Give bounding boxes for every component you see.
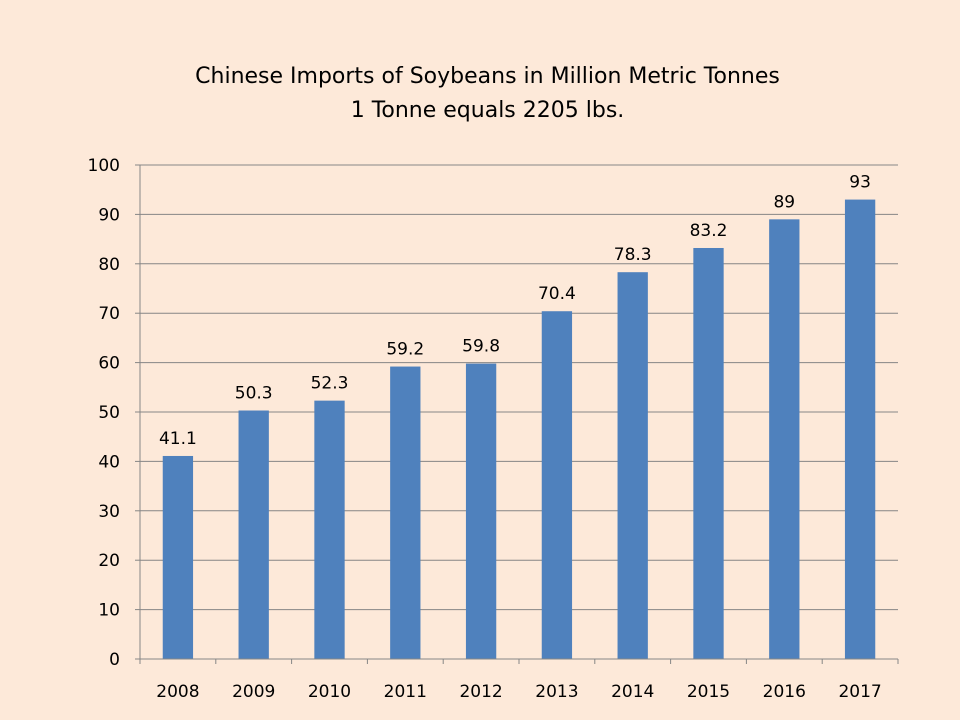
- value-label-2011: 59.2: [386, 340, 424, 360]
- bar-2012: [465, 363, 497, 659]
- x-tick-label-2009: 2009: [232, 682, 275, 702]
- bar-2008: [162, 455, 194, 659]
- y-tick-labels: 0 10 20 30 40 50 60 70 80 90 100: [88, 156, 120, 670]
- value-label-2013: 70.4: [538, 284, 576, 304]
- y-tick-label: 0: [109, 650, 120, 670]
- value-label-2017: 93: [849, 173, 871, 193]
- value-label-2014: 78.3: [614, 245, 652, 265]
- value-label-2010: 52.3: [311, 374, 349, 394]
- value-label-2009: 50.3: [235, 384, 273, 404]
- y-tick-label: 20: [98, 551, 120, 571]
- y-tick-label: 40: [98, 452, 120, 472]
- x-tick-label-2010: 2010: [308, 682, 351, 702]
- chart-subtitle: 1 Tonne equals 2205 lbs.: [350, 98, 625, 123]
- x-tick-label-2015: 2015: [687, 682, 730, 702]
- chart-title: Chinese Imports of Soybeans in Million M…: [195, 64, 780, 89]
- bar-2017: [844, 199, 876, 659]
- bar-2016: [769, 219, 800, 659]
- x-tick-labels: 2008 2009 2010 2011 2012 2013 2014 2015 2016 2017: [156, 682, 881, 702]
- y-tick-label: 50: [98, 403, 120, 423]
- y-tick-label: 90: [98, 205, 120, 225]
- value-labels: 41.1 50.3 52.3 59.2 59.8 70.4 78.3 83.2 89 93: [159, 173, 871, 449]
- bar-2015: [693, 247, 724, 659]
- bar-2011: [390, 366, 421, 659]
- x-tick-label-2017: 2017: [838, 682, 881, 702]
- bar-2009: [238, 410, 269, 659]
- x-tick-label-2008: 2008: [156, 682, 199, 702]
- y-tick-label: 60: [98, 354, 120, 374]
- bar-2013: [541, 311, 573, 659]
- value-label-2015: 83.2: [690, 221, 728, 241]
- y-tick-label: 10: [98, 601, 120, 621]
- bar-2014: [617, 272, 648, 659]
- y-tick-label: 70: [98, 304, 120, 324]
- x-tick-label-2014: 2014: [611, 682, 654, 702]
- value-label-2012: 59.8: [462, 337, 500, 357]
- x-tick-label-2012: 2012: [459, 682, 502, 702]
- x-tick-label-2013: 2013: [535, 682, 578, 702]
- value-label-2008: 41.1: [159, 429, 197, 449]
- y-tick-label: 100: [88, 156, 120, 176]
- y-tick-label: 80: [98, 255, 120, 275]
- x-tick-label-2016: 2016: [763, 682, 806, 702]
- bars: [162, 199, 876, 659]
- bar-2010: [314, 400, 345, 659]
- value-label-2016: 89: [773, 192, 795, 212]
- x-tick-label-2011: 2011: [384, 682, 427, 702]
- y-tick-label: 30: [98, 502, 120, 522]
- axes: [135, 164, 899, 664]
